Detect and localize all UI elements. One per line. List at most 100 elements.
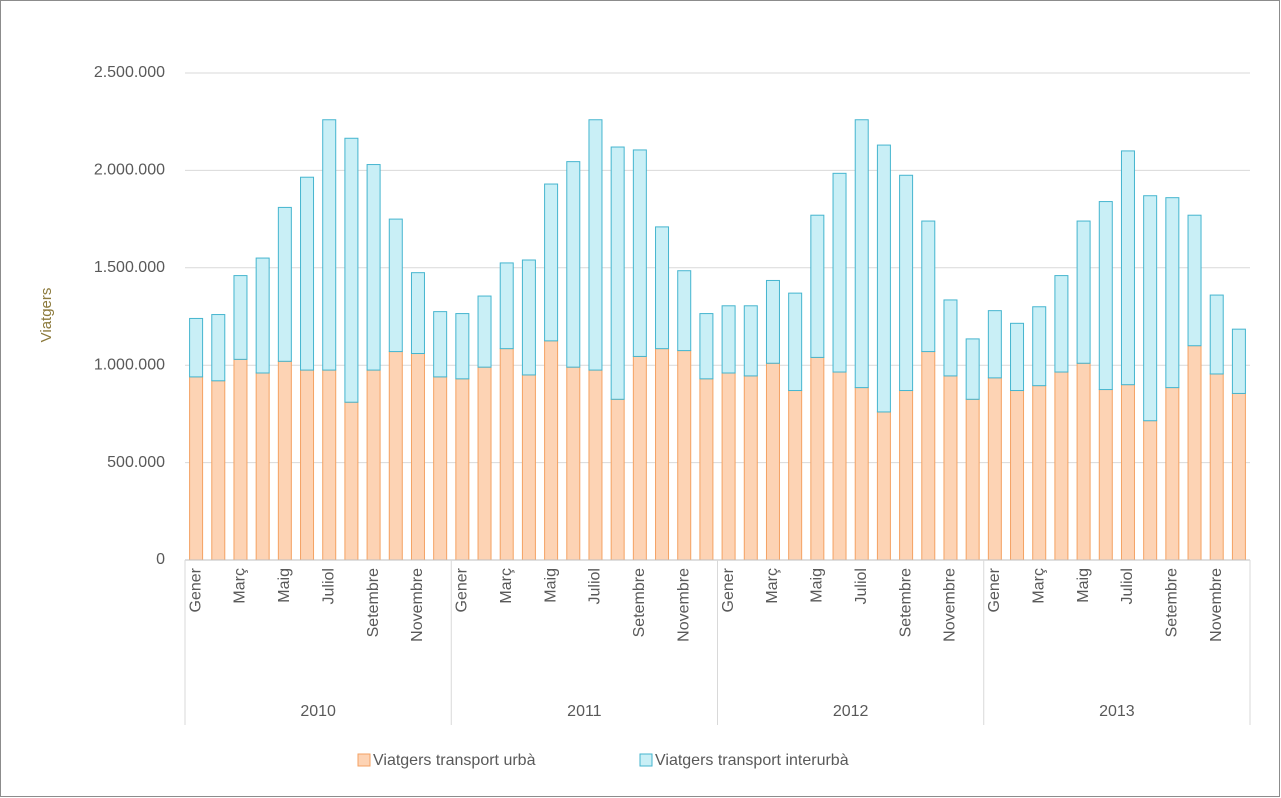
bar-segment xyxy=(987,377,1002,561)
bar-segment xyxy=(699,378,714,561)
bar-segment xyxy=(921,220,936,353)
bar-segment xyxy=(1076,220,1091,364)
bar-segment xyxy=(1165,197,1180,389)
bar-segment xyxy=(1010,390,1025,561)
y-tick-label: 2.000.000 xyxy=(94,162,165,179)
y-tick-label: 0 xyxy=(156,551,165,568)
bar-segment xyxy=(1143,195,1158,422)
bar-segment xyxy=(366,369,381,561)
group-label: 2013 xyxy=(1099,703,1135,720)
x-tick-label: Gener xyxy=(187,567,204,612)
bar-segment xyxy=(1054,371,1069,561)
bar-segment xyxy=(410,272,425,355)
bar-segment xyxy=(410,353,425,561)
bar-segment xyxy=(455,313,470,380)
bar-segment xyxy=(876,144,891,413)
bar-segment xyxy=(477,295,492,368)
bar-segment xyxy=(1098,201,1113,391)
x-tick-label: Març xyxy=(764,568,781,604)
x-tick-label: Març xyxy=(498,568,515,604)
x-tick-label: Novembre xyxy=(409,568,426,642)
bar-segment xyxy=(943,375,958,561)
bar-segment xyxy=(876,411,891,561)
bar-segment xyxy=(211,380,226,561)
x-tick-label: Juliol xyxy=(320,568,337,604)
bar-segment xyxy=(344,401,359,561)
bar-segment xyxy=(832,371,847,561)
bar-segment xyxy=(322,369,337,561)
y-tick-label: 1.000.000 xyxy=(94,356,165,373)
bar-segment xyxy=(388,351,403,561)
bar-segment xyxy=(899,174,914,392)
bar-segment xyxy=(1076,362,1091,561)
bar-segment xyxy=(1098,389,1113,561)
x-tick-label: Juliol xyxy=(853,568,870,604)
bar-segment xyxy=(655,348,670,561)
bar-segment xyxy=(300,369,315,561)
y-tick-label: 1.500.000 xyxy=(94,259,165,276)
bar-segment xyxy=(366,164,381,371)
x-tick-label: Juliol xyxy=(587,568,604,604)
bar-segment xyxy=(1209,373,1224,561)
legend-swatch xyxy=(639,753,653,767)
bar-segment xyxy=(588,369,603,561)
bar-segment xyxy=(233,275,248,360)
bar-segment xyxy=(677,350,692,561)
x-tick-label: Novembre xyxy=(675,568,692,642)
bar-segment xyxy=(255,372,270,561)
bar-segment xyxy=(743,375,758,561)
legend-label: Viatgers transport urbà xyxy=(373,752,536,769)
bar-segment xyxy=(455,378,470,561)
x-tick-label: Maig xyxy=(809,568,826,603)
x-tick-label: Juliol xyxy=(1119,568,1136,604)
bar-segment xyxy=(277,206,292,362)
bar-segment xyxy=(433,311,448,378)
y-tick-label: 2.500.000 xyxy=(94,64,165,81)
bar-segment xyxy=(566,366,581,561)
group-label: 2010 xyxy=(300,703,336,720)
bar-segment xyxy=(1165,387,1180,561)
bar-segment xyxy=(832,172,847,373)
bar-segment xyxy=(1054,275,1069,373)
x-tick-label: Setembre xyxy=(631,568,648,637)
x-tick-label: Setembre xyxy=(1164,568,1181,637)
bar-segment xyxy=(322,119,337,371)
bar-segment xyxy=(765,279,780,364)
bar-segment xyxy=(544,183,559,342)
bar-segment xyxy=(788,292,803,392)
bar-segment xyxy=(721,305,736,374)
bar-segment xyxy=(499,348,514,561)
bar-segment xyxy=(854,119,869,389)
x-tick-label: Març xyxy=(232,568,249,604)
bar-segment xyxy=(854,387,869,561)
x-tick-label: Maig xyxy=(1075,568,1092,603)
x-tick-label: Març xyxy=(1030,568,1047,604)
bar-segment xyxy=(965,398,980,561)
bar-segment xyxy=(1032,385,1047,561)
bar-segment xyxy=(1120,384,1135,561)
bar-segment xyxy=(521,374,536,561)
x-tick-label: Setembre xyxy=(365,568,382,637)
bar-segment xyxy=(477,366,492,561)
x-tick-label: Maig xyxy=(542,568,559,603)
group-label: 2012 xyxy=(833,703,869,720)
bar-segment xyxy=(211,314,226,382)
bar-segment xyxy=(610,146,625,400)
bar-segment xyxy=(566,161,581,368)
bar-segment xyxy=(521,259,536,376)
x-tick-label: Gener xyxy=(986,567,1003,612)
bar-segment xyxy=(943,299,958,377)
group-label: 2011 xyxy=(567,703,602,720)
bar-segment xyxy=(189,376,204,561)
bar-segment xyxy=(632,355,647,561)
x-tick-label: Setembre xyxy=(897,568,914,637)
bar-segment xyxy=(277,360,292,561)
y-tick-label: 500.000 xyxy=(107,454,165,471)
bar-segment xyxy=(677,270,692,352)
bar-segment xyxy=(743,305,758,377)
legend-swatch xyxy=(357,753,371,767)
bar-segment xyxy=(965,338,980,400)
bar-segment xyxy=(921,351,936,561)
bar-segment xyxy=(233,358,248,561)
